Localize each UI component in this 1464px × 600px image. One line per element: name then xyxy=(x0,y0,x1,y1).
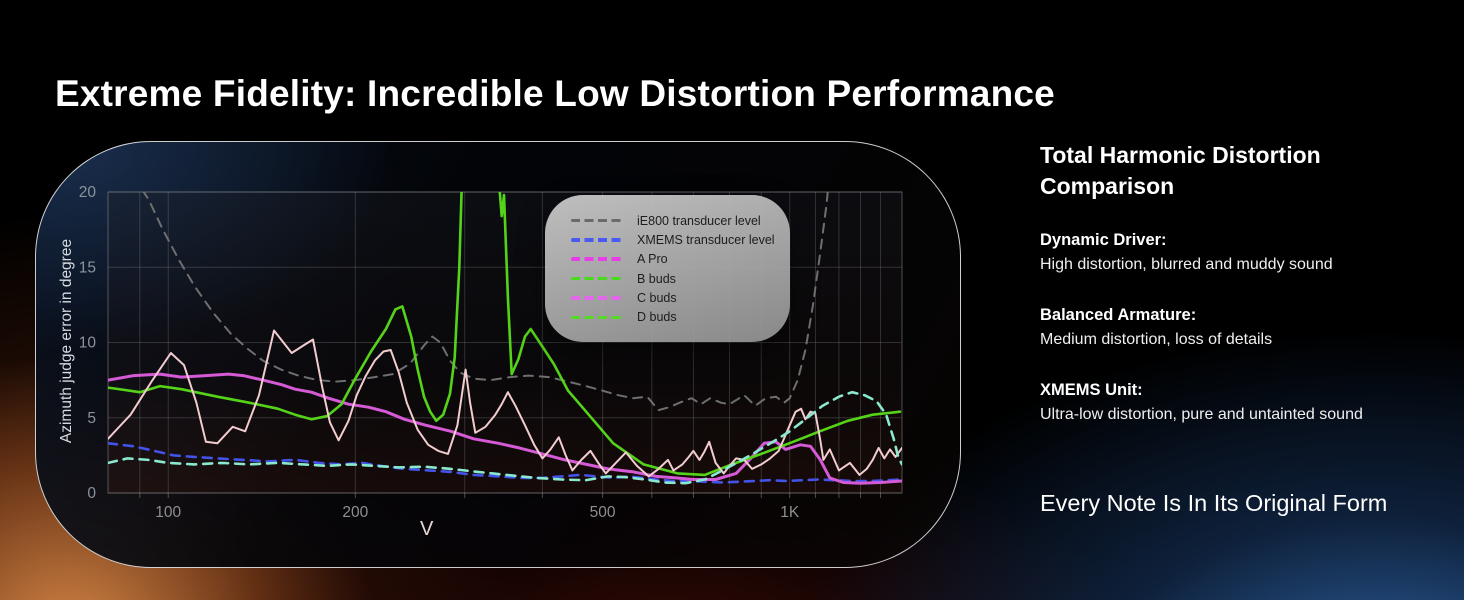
legend-item: B buds xyxy=(571,271,790,286)
legend-label: B buds xyxy=(637,271,676,286)
legend-item: C buds xyxy=(571,291,790,306)
panel-item-dynamic-driver: Dynamic Driver: High distortion, blurred… xyxy=(1040,231,1420,274)
panel-item-label: Dynamic Driver: xyxy=(1040,231,1167,249)
chart-legend: iE800 transducer level XMEMS transducer l… xyxy=(545,195,790,342)
panel-item-desc: Ultra-low distortion, pure and untainted… xyxy=(1040,406,1363,423)
legend-label: C buds xyxy=(637,291,677,306)
legend-dash-swatch-icon xyxy=(571,238,623,242)
legend-item: D buds xyxy=(571,310,790,325)
y-tick-label: 0 xyxy=(87,485,96,502)
x-tick-label: 500 xyxy=(590,504,616,521)
panel-item-label: XMEMS Unit: xyxy=(1040,381,1143,399)
legend-label: D buds xyxy=(637,310,677,325)
series-line-b-buds xyxy=(108,192,902,477)
legend-dash-swatch-icon xyxy=(571,315,623,320)
legend-dash-swatch-icon xyxy=(571,296,623,300)
panel-footer-heading: Every Note Is In Its Original Form xyxy=(1040,490,1388,516)
panel-item-xmems-unit: XMEMS Unit: Ultra-low distortion, pure a… xyxy=(1040,381,1420,424)
panel-item-desc: High distortion, blurred and muddy sound xyxy=(1040,256,1333,273)
panel-item-balanced-armature: Balanced Armature: Medium distortion, lo… xyxy=(1040,306,1420,349)
legend-dash-swatch-icon xyxy=(571,257,623,262)
legend-label: iE800 transducer level xyxy=(637,213,761,228)
x-tick-label: 200 xyxy=(342,504,368,521)
y-axis-label: Azimuth judge error in degree xyxy=(58,238,75,444)
plot-border xyxy=(107,191,903,494)
legend-label: A Pro xyxy=(637,252,668,267)
series-line-ie800-transducer-level xyxy=(142,192,829,412)
legend-item: iE800 transducer level xyxy=(571,213,790,228)
panel-item-desc: Medium distortion, loss of details xyxy=(1040,331,1273,348)
y-tick-label: 15 xyxy=(79,259,96,276)
x-axis-label: V xyxy=(420,518,434,540)
panel-item-label: Balanced Armature: xyxy=(1040,306,1197,324)
x-tick-label: 100 xyxy=(155,504,181,521)
y-tick-label: 10 xyxy=(79,335,97,352)
x-tick-label: 1K xyxy=(780,504,800,521)
series-line-d-buds xyxy=(108,390,902,485)
legend-item: XMEMS transducer level xyxy=(571,232,790,247)
legend-label: XMEMS transducer level xyxy=(637,232,775,247)
legend-dash-swatch-icon xyxy=(571,218,623,223)
y-tick-label: 5 xyxy=(87,410,96,427)
series-line-c-buds xyxy=(108,329,902,478)
y-tick-label: 20 xyxy=(79,184,97,201)
panel-heading: Total Harmonic Distortion Comparison xyxy=(1040,142,1321,199)
legend-item: A Pro xyxy=(571,252,790,267)
series-line-xmems-transducer-level xyxy=(108,442,902,484)
legend-dash-swatch-icon xyxy=(571,276,623,281)
page-title: Extreme Fidelity: Incredible Low Distort… xyxy=(55,72,1055,114)
